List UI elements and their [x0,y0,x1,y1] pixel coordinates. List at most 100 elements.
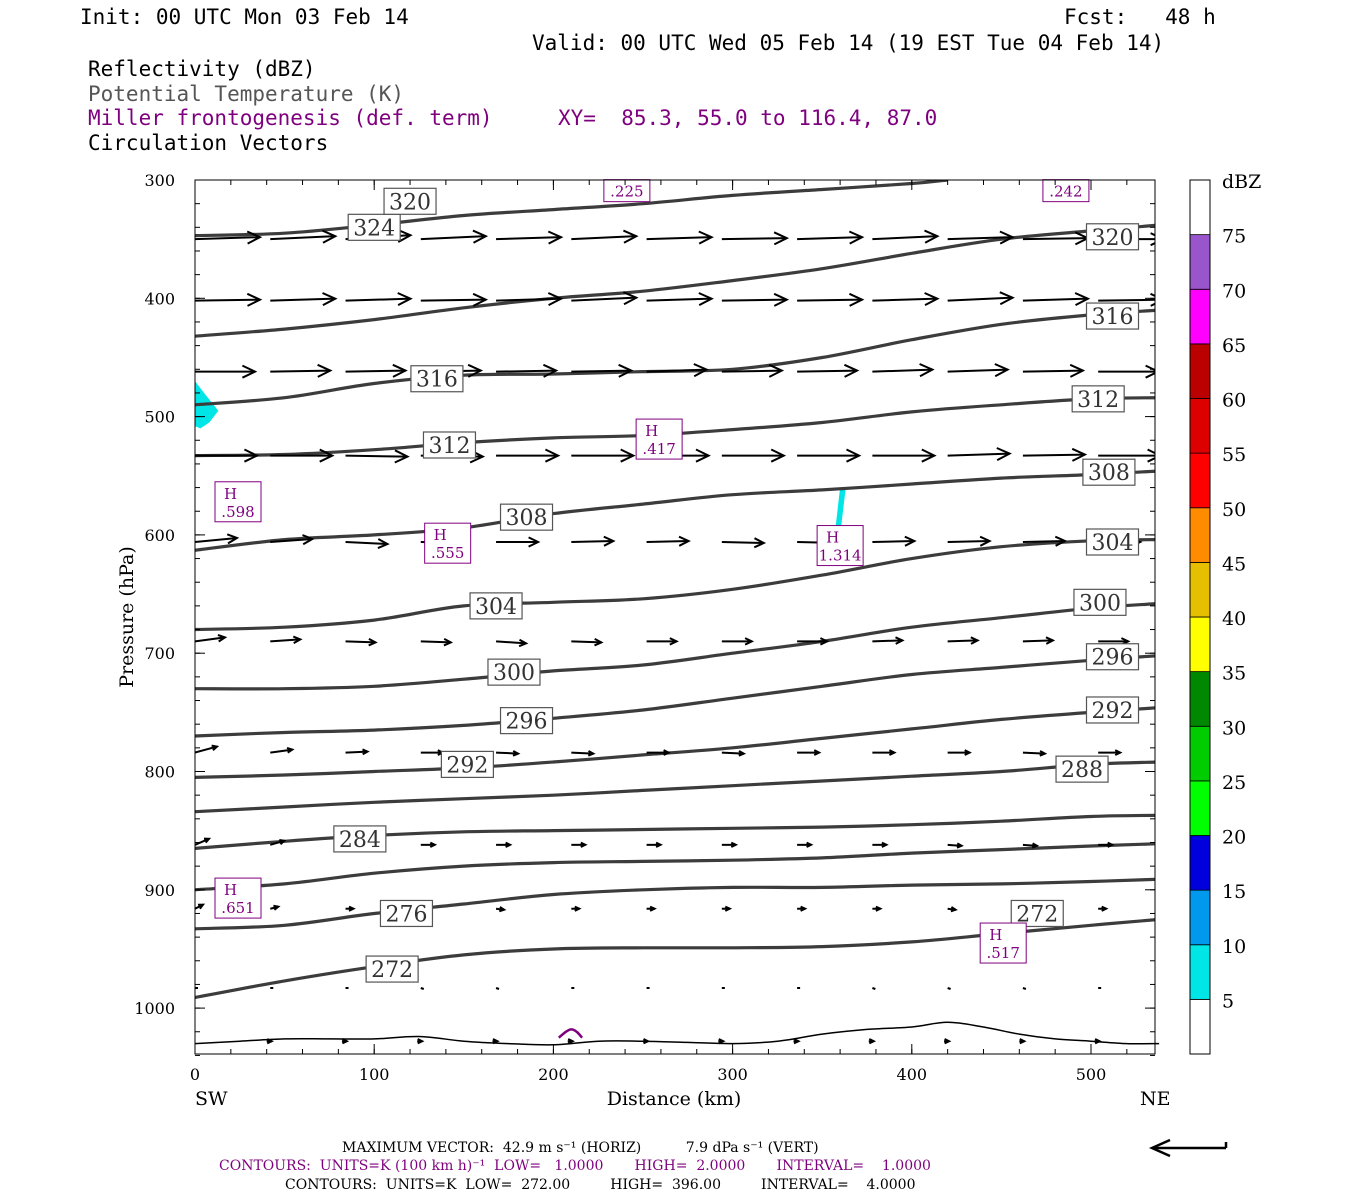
circulation-vector [947,230,1015,245]
circulation-vector [345,748,370,756]
circulation-vector [269,839,287,846]
circulation-vector [1094,1038,1102,1045]
legend-frontogenesis: Miller frontogenesis (def. term) [88,106,493,130]
x-tick-label: 200 [538,1065,569,1084]
circulation-vector [195,364,258,379]
circulation-vector [420,292,489,307]
colorbar-segment [1189,616,1211,673]
contour-label-box [487,658,541,686]
contour-label-276: 276 [385,902,427,927]
colorbar-segment [1189,343,1211,399]
footer-max-vector: MAXIMUM VECTOR: 42.9 m s⁻¹ (HORIZ) 7.9 d… [342,1140,819,1156]
circulation-vector [947,906,958,913]
legend-theta: Potential Temperature (K) [88,82,405,106]
y-tick-label: 900 [144,881,175,900]
circulation-vector [567,1038,575,1045]
extremum-high-label: H [826,529,839,547]
contour-label-box [410,365,464,393]
circulation-vector [270,904,281,911]
circulation-vector [646,363,709,378]
forecast-hour: Fcst: 48 h [1064,5,1216,29]
circulation-vector [721,231,790,246]
colorbar-segment [1189,234,1211,290]
circulation-vector [420,841,438,848]
circulation-vector [721,841,739,848]
colorbar-segment [1189,179,1211,236]
y-tick-label: 300 [144,171,175,190]
contour-label-box [1010,899,1064,928]
extremum-box [424,522,472,564]
circulation-vector [496,363,559,378]
circulation-vector [270,448,335,463]
circulation-vector [872,841,889,848]
contour-label-320: 320 [1092,226,1134,251]
circulation-vector [571,750,596,757]
circulation-vector [571,841,588,848]
contour-label-box [469,592,523,620]
colorbar-segment [1189,507,1211,563]
x-tick-label: 100 [359,1065,390,1084]
extremum-value: .242 [1049,183,1082,201]
circulation-vector [646,841,663,848]
circulation-vector [195,448,260,463]
contour-label-288: 288 [1061,758,1103,783]
circulation-vector [345,363,408,378]
contour-label-316: 316 [1092,305,1134,330]
legend-vectors: Circulation Vectors [88,131,329,155]
init-time: Init: 00 UTC Mon 03 Feb 14 [80,5,409,29]
theta-contour-300 [195,602,1155,691]
contour-label-box [383,187,437,215]
contour-label-box [1071,385,1125,413]
circulation-vector [571,905,582,912]
theta-contour-320 [195,223,1155,338]
reference-vector [1148,1138,1228,1158]
circulation-vector [1098,841,1115,848]
circulation-vector [797,230,865,245]
x-tick-label: 500 [1076,1065,1107,1084]
circulation-vector [721,905,733,912]
circulation-vector [721,448,787,463]
circulation-vector [345,292,413,306]
circulation-vector [495,906,507,913]
x-tick-label: 300 [717,1065,748,1084]
terrain-line [194,1021,1160,1046]
circulation-vector [571,363,634,378]
extremum-value: .555 [431,544,464,562]
circulation-vector [947,636,980,645]
contour-label-box [347,213,401,241]
circulation-vector [496,448,561,463]
circulation-vector [270,534,315,546]
extremum-value: .598 [221,503,254,521]
circulation-vector [341,1038,350,1045]
colorbar-label: 70 [1222,280,1246,302]
colorbar-segment [1189,889,1211,946]
colorbar-label: 10 [1222,936,1246,958]
circulation-vector [872,749,897,756]
circulation-vector [872,292,940,306]
colorbar-segment [1189,725,1211,782]
circulation-vector [721,637,755,646]
circulation-vector [195,533,240,545]
extremum-high-label: H [434,526,447,544]
circulation-vector [872,636,905,645]
contour-label-box [1082,458,1136,486]
circulation-vector [496,292,564,306]
circulation-vector [1022,987,1027,990]
circulation-vector [195,903,206,910]
contour-label-box [422,431,477,459]
extremum-box [214,877,262,919]
colorbar-segment [1189,398,1211,454]
colorbar-segment [1189,835,1211,891]
contour-label-box [379,899,434,928]
circulation-vector [270,363,333,378]
colorbar-segment [1189,561,1211,618]
contour-label-box [1055,755,1109,783]
x-tick-label: 0 [190,1065,200,1084]
extremum-value: .517 [986,944,1019,962]
circulation-vector [868,1038,877,1045]
contour-label-304: 304 [475,595,517,620]
circulation-vector [270,229,338,244]
circulation-vector [571,291,639,306]
contour-label-box [1085,696,1140,724]
circulation-vector [646,749,671,756]
